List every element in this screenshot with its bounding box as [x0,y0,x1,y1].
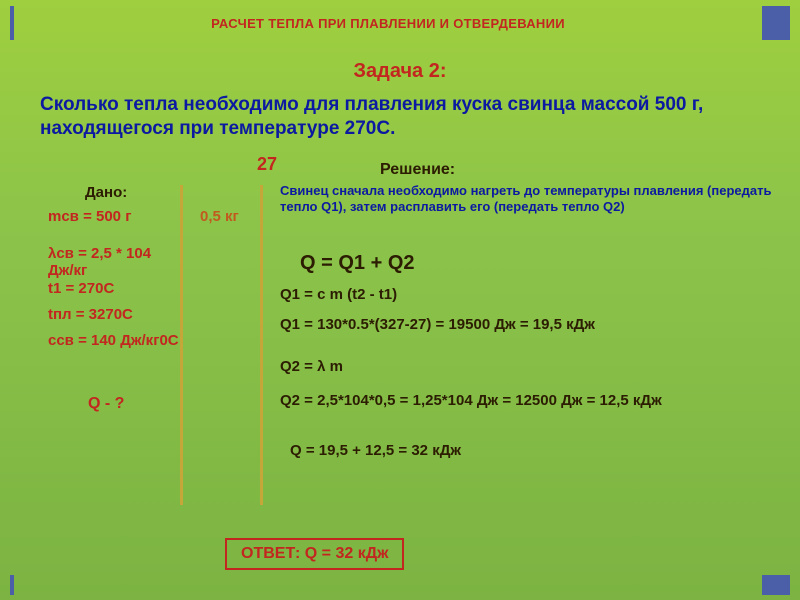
slide-title: РАСЧЕТ ТЕПЛА ПРИ ПЛАВЛЕНИИ И ОТВЕРДЕВАНИ… [211,16,565,31]
sol-q-total: Q = 19,5 + 12,5 = 32 кДж [290,442,775,460]
physics-slide: РАСЧЕТ ТЕПЛА ПРИ ПЛАВЛЕНИИ И ОТВЕРДЕВАНИ… [0,0,800,600]
given-c: ссв = 140 Дж/кг0С [48,332,179,349]
given-lambda-b: Дж/кг [48,262,87,279]
answer-box: ОТВЕТ: Q = 32 кДж [225,538,404,570]
sol-q1-formula: Q1 = c m (t2 - t1) [280,286,775,304]
task-label: Задача 2: [0,60,800,83]
vertical-divider-2 [260,185,263,505]
footer-strip [10,575,790,595]
solution-label: Решение: [380,161,455,179]
problem-statement: Сколько тепла необходимо для плавления к… [40,93,760,142]
given-label: Дано: [85,184,127,201]
vertical-divider-1 [180,185,183,505]
given-lambda-a: λсв = 2,5 * 104 [48,245,151,262]
explanation-text: Свинец сначала необходимо нагреть до тем… [280,183,775,216]
overlap-text-27: 27 [257,154,277,175]
given-mass-converted: 0,5 кг [200,208,239,225]
given-t1: t1 = 270С [48,280,114,297]
header-strip: РАСЧЕТ ТЕПЛА ПРИ ПЛАВЛЕНИИ И ОТВЕРДЕВАНИ… [10,6,790,40]
sol-q1-calc: Q1 = 130*0.5*(327-27) = 19500 Дж = 19,5 … [280,316,775,334]
question-q: Q - ? [88,395,124,413]
sol-q2-formula: Q2 = λ m [280,358,775,376]
formula-main: Q = Q1 + Q2 [300,252,415,275]
given-mass: mсв = 500 г [48,208,131,225]
given-tpl: tпл = 3270С [48,306,133,323]
sol-q2-calc: Q2 = 2,5*104*0,5 = 1,25*104 Дж = 12500 Д… [280,392,775,410]
